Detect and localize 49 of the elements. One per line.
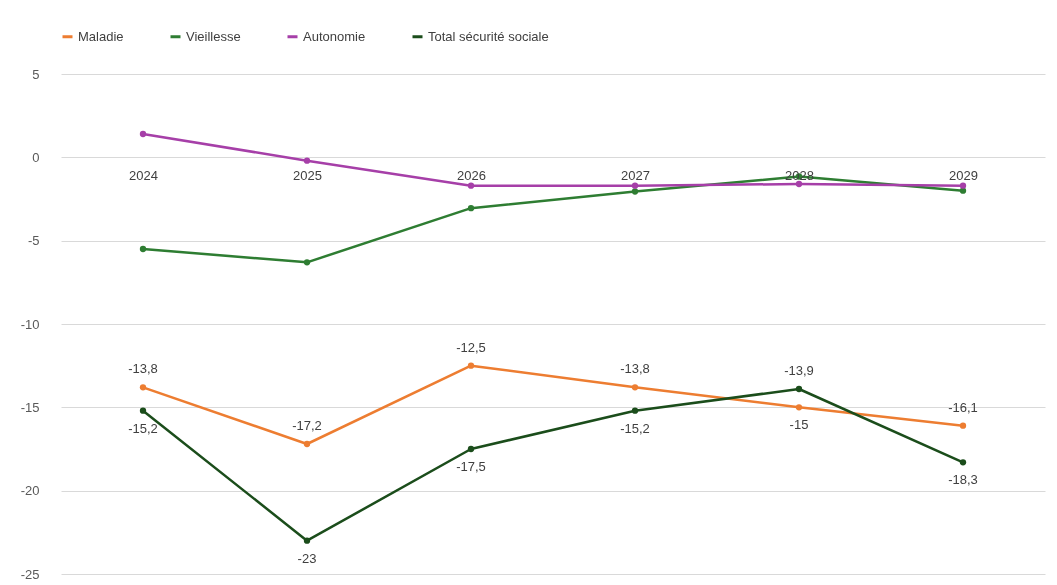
point [959, 422, 967, 429]
x-tick-label: 2027 [621, 167, 650, 183]
x-tick-label: 2024 [129, 167, 158, 183]
x-tick-label: 2025 [293, 167, 322, 183]
data-label: -17,5 [456, 459, 486, 474]
data-label: -12,5 [456, 339, 486, 355]
point [467, 445, 475, 453]
x-tick-label: 2029 [949, 167, 978, 183]
legend-label: Vieillesse [186, 28, 241, 44]
data-label: -15,2 [128, 420, 158, 436]
point [467, 362, 475, 369]
point [139, 130, 147, 138]
legend-label: Total sécurité sociale [428, 28, 549, 44]
point [631, 407, 639, 414]
legend-label: Maladie [78, 28, 124, 44]
data-label: -16,1 [948, 399, 978, 415]
point [795, 385, 803, 393]
y-tick-label: -25 [20, 566, 40, 582]
point [959, 459, 967, 466]
point [631, 182, 639, 189]
data-label: -13,9 [784, 363, 814, 378]
point [303, 440, 311, 448]
point [795, 404, 803, 411]
data-label: -18,3 [948, 472, 978, 488]
point [303, 537, 311, 544]
data-label: -15 [789, 417, 809, 433]
data-label: -23 [297, 550, 317, 566]
x-tick-label: 2026 [457, 167, 486, 183]
point [959, 182, 967, 189]
y-tick-label: 5 [32, 66, 40, 82]
data-label: -15,2 [620, 420, 650, 436]
point [139, 407, 147, 414]
point [139, 384, 147, 391]
point [139, 245, 147, 253]
y-tick-label: -10 [20, 316, 40, 332]
y-tick-label: 0 [32, 149, 40, 165]
y-tick-label: -5 [27, 233, 40, 249]
point [631, 384, 639, 391]
y-tick-label: -20 [20, 483, 40, 499]
point [467, 182, 475, 189]
y-tick-label: -15 [20, 399, 40, 415]
data-label: -13,8 [128, 361, 158, 377]
legend-label: Autonomie [303, 28, 366, 44]
point [303, 157, 311, 164]
point [631, 188, 639, 195]
data-label: -13,8 [620, 361, 650, 377]
point [303, 259, 311, 266]
point [467, 205, 475, 212]
data-label: -17,2 [292, 418, 322, 433]
